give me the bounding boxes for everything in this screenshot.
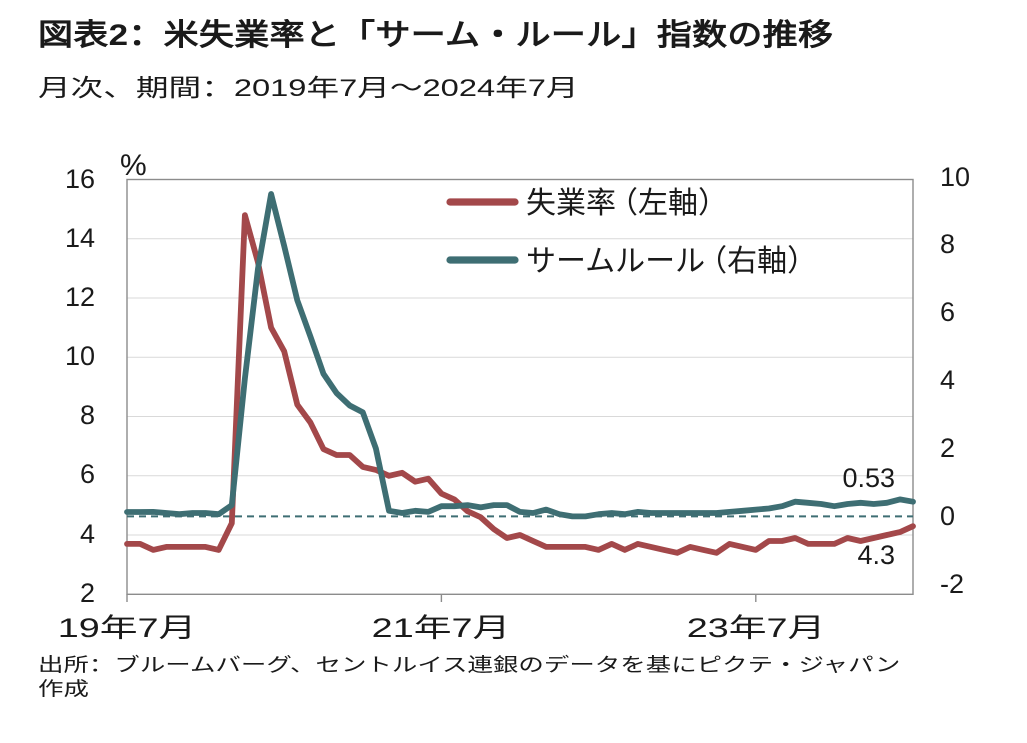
svg-text:21年7月: 21年7月	[372, 612, 511, 642]
svg-text:4: 4	[80, 519, 95, 549]
svg-text:失業率（左軸）: 失業率（左軸）	[526, 187, 728, 220]
svg-text:6: 6	[940, 297, 955, 327]
svg-text:2: 2	[80, 578, 95, 608]
svg-text:4: 4	[940, 365, 955, 395]
svg-text:19年7月: 19年7月	[58, 612, 197, 642]
svg-text:12: 12	[65, 282, 95, 312]
svg-text:4.3: 4.3	[857, 540, 895, 570]
svg-text:2: 2	[940, 433, 955, 463]
svg-text:10: 10	[65, 341, 95, 371]
svg-text:23年7月: 23年7月	[687, 612, 826, 642]
svg-text:0: 0	[940, 501, 955, 531]
svg-text:8: 8	[940, 229, 955, 259]
svg-text:10: 10	[940, 162, 970, 192]
svg-text:16: 16	[65, 164, 95, 194]
svg-text:サームルール（右軸）: サームルール（右軸）	[526, 245, 817, 278]
svg-text:6: 6	[80, 459, 95, 489]
svg-text:14: 14	[65, 223, 95, 253]
svg-text:%: %	[120, 149, 147, 182]
svg-text:8: 8	[80, 400, 95, 430]
svg-text:-2: -2	[940, 569, 964, 599]
svg-text:0.53: 0.53	[842, 463, 895, 493]
